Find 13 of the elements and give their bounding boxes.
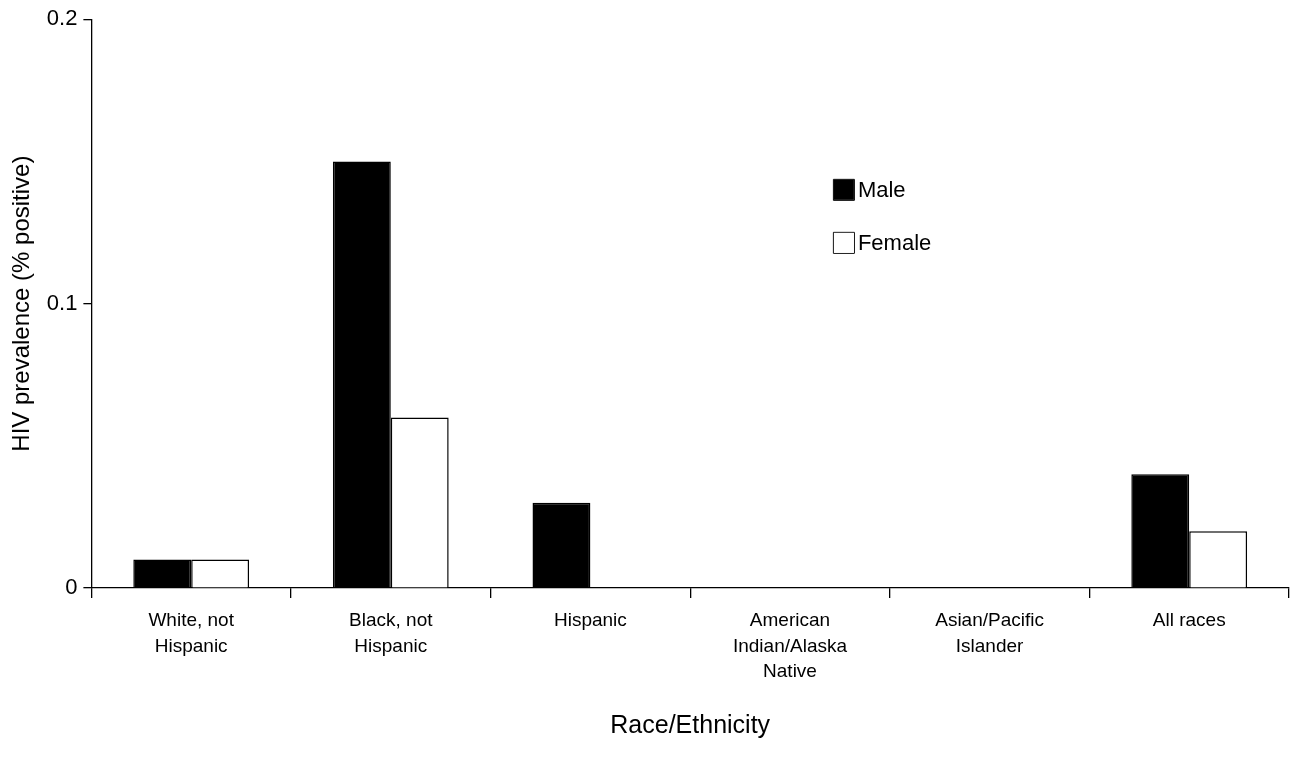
y-axis-title: HIV prevalence (% positive)	[7, 155, 35, 452]
x-tick-label: Black, not Hispanic	[349, 609, 434, 656]
legend-label: Male	[857, 176, 906, 202]
x-axis-title: Race/Ethnicity	[610, 709, 771, 738]
y-tick-label: 0.1	[46, 289, 78, 315]
y-tick-label: 0	[65, 574, 78, 600]
x-tick-label: Asian/Pacific Islander	[935, 609, 1044, 656]
x-tick-label: White, not Hispanic	[148, 609, 235, 656]
x-tick-label: Hispanic	[553, 609, 627, 631]
x-tick-label: American Indian/Alaska Native	[732, 609, 848, 682]
legend-label: Female	[857, 229, 932, 255]
y-tick-label: 0.2	[46, 5, 78, 31]
x-tick-label: All races	[1152, 609, 1226, 631]
